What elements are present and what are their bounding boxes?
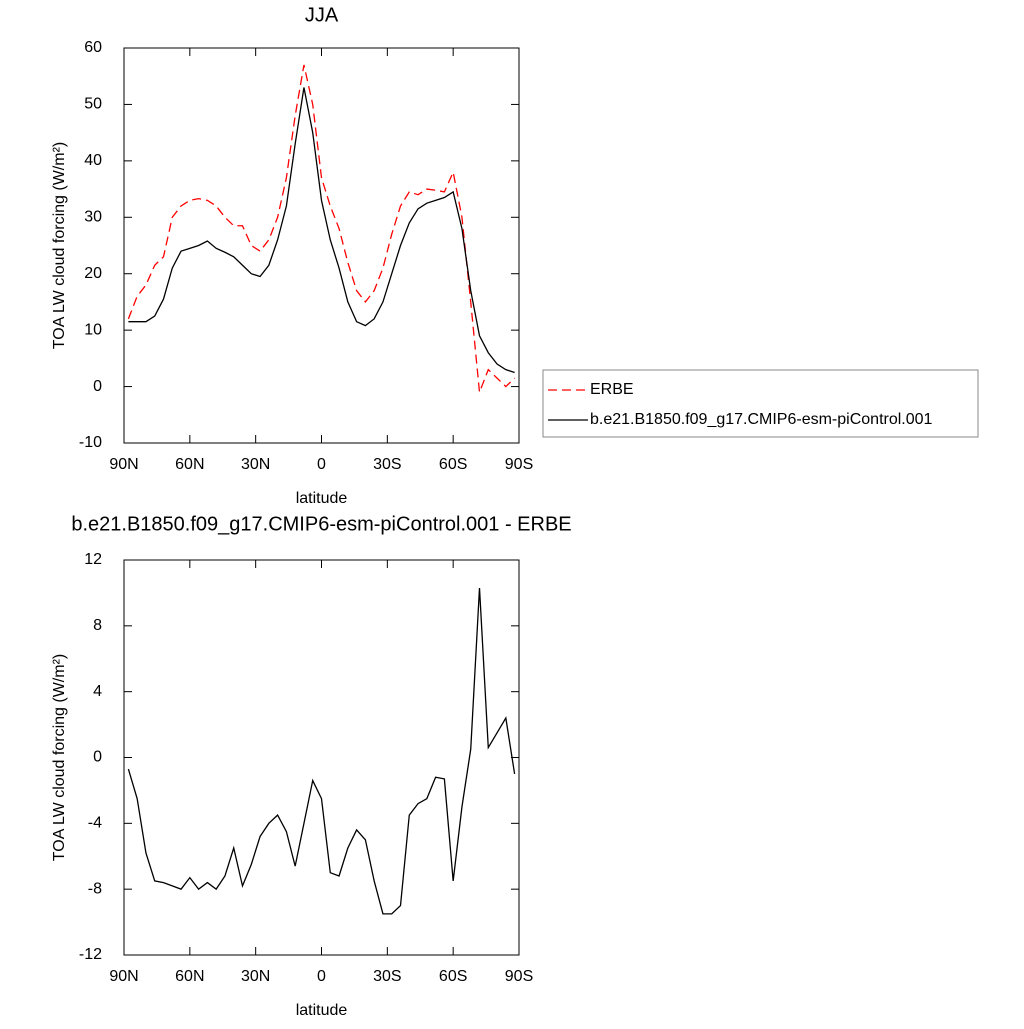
legend-label: b.e21.B1850.f09_g17.CMIP6-esm-piControl.… (590, 411, 933, 428)
x-tick-label: 30N (241, 456, 270, 473)
chart-title: b.e21.B1850.f09_g17.CMIP6-esm-piControl.… (71, 513, 571, 535)
y-tick-label: 50 (84, 96, 102, 113)
y-tick-label: 0 (93, 378, 102, 395)
legend-box (542, 369, 979, 438)
x-tick-label: 0 (317, 968, 326, 985)
y-tick-label: -10 (79, 434, 102, 451)
y-tick-label: 30 (84, 209, 102, 226)
x-tick-label: 0 (317, 456, 326, 473)
plot-frame (123, 47, 520, 444)
y-tick-label: 4 (93, 683, 102, 700)
x-tick-label: 90S (505, 456, 533, 473)
x-tick-label: 60N (175, 456, 204, 473)
data-line (128, 87, 515, 374)
x-tick-label: 30S (373, 456, 401, 473)
y-tick-label: 0 (93, 749, 102, 766)
x-tick-label: 60S (439, 968, 467, 985)
x-tick-label: 90N (109, 456, 138, 473)
x-axis-label: latitude (296, 490, 348, 507)
y-tick-label: 12 (84, 551, 102, 568)
y-tick-label: 8 (93, 617, 102, 634)
y-tick-label: -12 (79, 946, 102, 963)
x-tick-label: 30N (241, 968, 270, 985)
y-axis-label: TOA LW cloud forcing (W/m²) (51, 654, 68, 861)
data-line (127, 587, 516, 915)
y-tick-label: -8 (88, 880, 102, 897)
y-tick-label: 10 (84, 321, 102, 338)
chart-title: JJA (305, 4, 339, 26)
y-tick-label: -4 (88, 815, 102, 832)
x-tick-label: 30S (373, 968, 401, 985)
x-tick-label: 90S (505, 968, 533, 985)
x-axis-label: latitude (296, 1002, 348, 1019)
y-axis-label: TOA LW cloud forcing (W/m²) (51, 142, 68, 349)
y-tick-label: 60 (84, 39, 102, 56)
y-tick-label: 40 (84, 152, 102, 169)
x-tick-label: 90N (109, 968, 138, 985)
x-tick-label: 60N (175, 968, 204, 985)
x-tick-label: 60S (439, 456, 467, 473)
plot-frame (123, 559, 520, 956)
y-tick-label: 20 (84, 265, 102, 282)
data-line (127, 64, 516, 393)
legend-label: ERBE (590, 381, 634, 398)
